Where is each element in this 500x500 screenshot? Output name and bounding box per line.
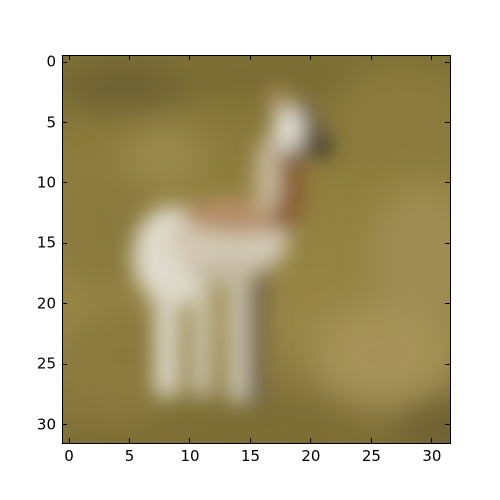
x-tick-label: 20 <box>301 447 321 465</box>
x-tick-mark-top <box>68 55 70 60</box>
x-tick-label: 30 <box>422 447 442 465</box>
x-tick-label: 15 <box>240 447 260 465</box>
x-tick-mark <box>370 438 372 443</box>
y-tick-mark-right <box>445 61 450 63</box>
x-tick-mark-top <box>370 55 372 60</box>
x-tick-mark <box>249 438 251 443</box>
x-tick-mark-top <box>189 55 191 60</box>
y-tick-label: 0 <box>46 52 56 71</box>
y-tick-label: 30 <box>36 415 56 434</box>
x-tick-label: 5 <box>124 447 135 465</box>
x-tick-mark-top <box>310 55 312 60</box>
x-tick-label: 0 <box>64 447 74 465</box>
y-tick-mark <box>62 363 67 365</box>
x-tick-mark <box>68 438 70 443</box>
y-tick-mark <box>62 122 67 124</box>
y-tick-mark <box>62 182 67 184</box>
y-tick-label: 20 <box>36 294 56 313</box>
antelope-body <box>133 87 333 406</box>
y-tick-mark <box>62 61 67 63</box>
x-tick-mark <box>129 438 131 443</box>
x-tick-mark-top <box>129 55 131 60</box>
antelope-image <box>63 56 450 443</box>
x-tick-label: 10 <box>180 447 200 465</box>
y-tick-mark-right <box>445 122 450 124</box>
y-tick-label: 5 <box>46 113 56 132</box>
x-tick-mark <box>310 438 312 443</box>
x-tick-label: 25 <box>361 447 381 465</box>
y-tick-mark <box>62 303 67 305</box>
y-tick-mark-right <box>445 363 450 365</box>
x-tick-mark-top <box>431 55 433 60</box>
y-tick-label: 10 <box>36 173 56 192</box>
image-display <box>63 56 450 443</box>
y-tick-label: 15 <box>36 233 56 252</box>
y-tick-mark <box>62 242 67 244</box>
y-tick-mark-right <box>445 303 450 305</box>
y-tick-mark-right <box>445 242 450 244</box>
y-tick-mark <box>62 424 67 426</box>
y-tick-mark-right <box>445 424 450 426</box>
y-tick-mark-right <box>445 182 450 184</box>
x-tick-mark-top <box>249 55 251 60</box>
grass-texture <box>63 56 450 443</box>
y-tick-label: 25 <box>36 354 56 373</box>
x-tick-mark <box>431 438 433 443</box>
x-tick-mark <box>189 438 191 443</box>
